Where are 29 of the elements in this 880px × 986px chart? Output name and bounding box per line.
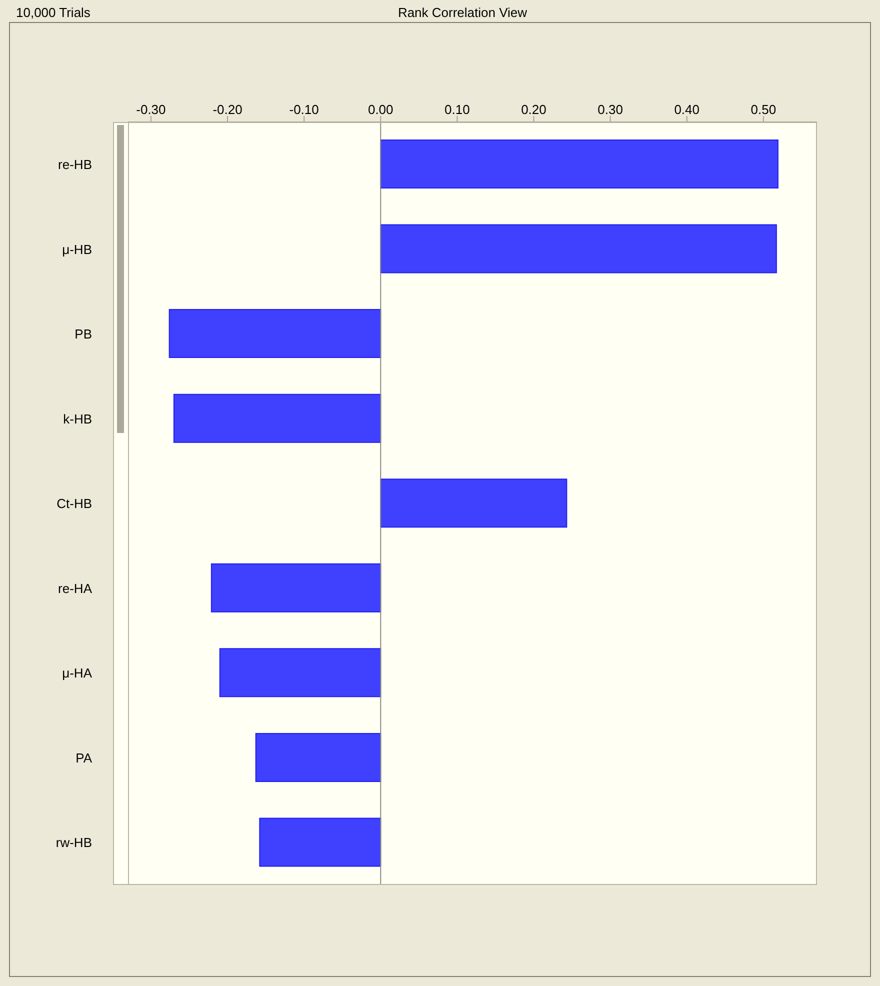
bar bbox=[380, 224, 777, 274]
bar bbox=[255, 732, 382, 782]
y-tick-label: re-HB bbox=[58, 157, 92, 172]
y-tick-label: k-HB bbox=[63, 411, 92, 426]
x-tick-label: 0.10 bbox=[444, 102, 470, 117]
x-tick-label: -0.20 bbox=[212, 102, 242, 117]
y-tick-label: PB bbox=[74, 326, 92, 342]
bar bbox=[168, 309, 382, 358]
bar bbox=[380, 478, 568, 528]
bar bbox=[210, 563, 382, 612]
y-tick-label: Ct-HB bbox=[56, 496, 92, 512]
y-tick-label: re-HA bbox=[58, 580, 92, 596]
y-tick-label: μ-HB bbox=[62, 242, 92, 257]
x-tick-label: 0.20 bbox=[521, 102, 546, 117]
x-tick-label: -0.30 bbox=[136, 102, 166, 117]
bar bbox=[219, 648, 382, 698]
x-tick-label: 0.40 bbox=[674, 102, 700, 117]
x-tick-label: 0.00 bbox=[368, 102, 394, 117]
y-tick-label: PA bbox=[76, 750, 92, 766]
bar bbox=[259, 818, 382, 867]
y-tick-label: rw-HB bbox=[56, 835, 92, 850]
y-tick-label: μ-HA bbox=[62, 666, 92, 681]
x-tick-label: 0.50 bbox=[750, 102, 776, 117]
bar bbox=[173, 394, 382, 443]
x-tick-label: -0.10 bbox=[289, 102, 319, 117]
chart-title: Rank Correlation View bbox=[398, 5, 528, 20]
text: 10,000 Trials bbox=[16, 5, 90, 20]
bar bbox=[380, 140, 778, 188]
x-tick-label: 0.30 bbox=[598, 102, 623, 117]
